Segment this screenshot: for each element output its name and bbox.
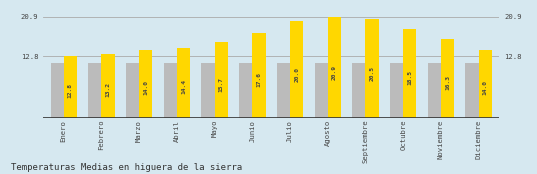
Bar xyxy=(290,21,303,118)
Bar xyxy=(315,62,328,118)
Text: 14.0: 14.0 xyxy=(143,80,148,95)
Bar xyxy=(201,62,215,118)
Bar xyxy=(88,62,101,118)
Bar xyxy=(478,50,492,118)
Text: Temperaturas Medias en higuera de la sierra: Temperaturas Medias en higuera de la sie… xyxy=(11,163,242,172)
Bar xyxy=(101,54,114,118)
Text: 14.4: 14.4 xyxy=(181,79,186,94)
Text: 12.8: 12.8 xyxy=(68,83,73,98)
Bar xyxy=(215,42,228,118)
Bar xyxy=(50,62,64,118)
Bar xyxy=(366,19,379,118)
Bar xyxy=(403,29,416,118)
Bar xyxy=(466,62,478,118)
Text: 13.2: 13.2 xyxy=(106,82,111,97)
Bar xyxy=(352,62,366,118)
Bar xyxy=(139,50,153,118)
Bar xyxy=(177,49,190,118)
Text: 18.5: 18.5 xyxy=(408,70,412,85)
Text: 20.0: 20.0 xyxy=(294,67,299,82)
Bar xyxy=(126,62,139,118)
Bar xyxy=(428,62,441,118)
Text: 17.6: 17.6 xyxy=(257,72,262,87)
Text: 20.5: 20.5 xyxy=(369,66,375,81)
Bar xyxy=(164,62,177,118)
Bar xyxy=(239,62,252,118)
Bar xyxy=(64,56,77,118)
Bar xyxy=(328,17,341,118)
Text: 20.9: 20.9 xyxy=(332,65,337,80)
Bar xyxy=(390,62,403,118)
Bar xyxy=(277,62,290,118)
Text: 15.7: 15.7 xyxy=(219,77,224,92)
Bar xyxy=(252,33,265,118)
Text: 14.0: 14.0 xyxy=(483,80,488,95)
Text: 16.3: 16.3 xyxy=(445,75,450,90)
Bar xyxy=(441,39,454,118)
